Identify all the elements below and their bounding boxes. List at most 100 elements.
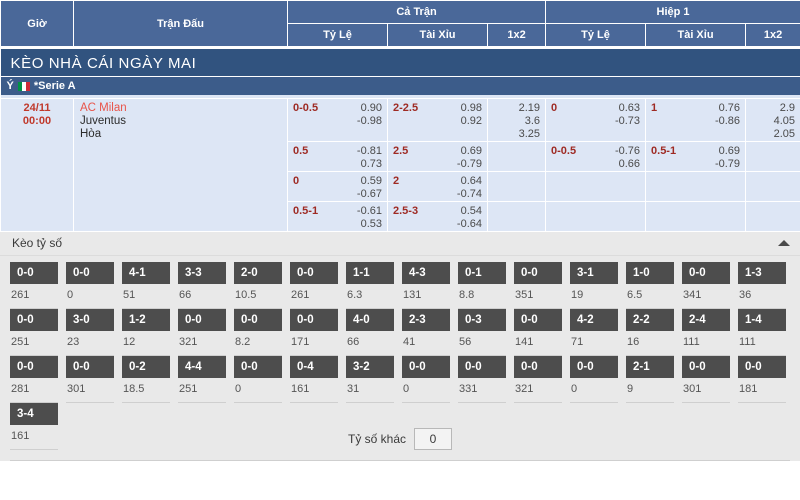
odd-value[interactable]: -0.81	[356, 144, 382, 157]
score-chip[interactable]: 4-1	[122, 261, 170, 284]
score-chip[interactable]: 2-4	[682, 308, 730, 331]
score-chip[interactable]: 0-4	[290, 355, 338, 378]
score-odd[interactable]: 8.8	[459, 288, 475, 301]
score-odd[interactable]: 161	[291, 382, 310, 395]
score-chip[interactable]: 3-1	[570, 261, 618, 284]
score-odd[interactable]: 66	[347, 335, 360, 348]
score-odd[interactable]: 9	[627, 382, 634, 395]
score-chip[interactable]: 0-0	[66, 261, 114, 284]
score-chip[interactable]: 0-0	[458, 355, 506, 378]
score-chip[interactable]: 4-0	[346, 308, 394, 331]
column-header-match[interactable]: Trận Đấu	[73, 0, 288, 47]
score-chip[interactable]: 0-1	[458, 261, 506, 284]
odd-value[interactable]: 0.66	[618, 157, 641, 170]
score-chip[interactable]: 3-0	[66, 308, 114, 331]
odds-row[interactable]: 0.5 -0.81 0.73 2.5 0.69 -0.79 0-0.5 -0.76 0…	[1, 140, 800, 172]
score-chip[interactable]: 4-2	[570, 308, 618, 331]
correct-score-cell[interactable]: 0-3 56	[458, 308, 514, 356]
correct-score-cell[interactable]: 2-2 16	[626, 308, 682, 356]
score-odd[interactable]: 161	[11, 429, 30, 442]
score-chip[interactable]: 0-0	[234, 308, 282, 331]
column-header-half-1x2[interactable]: 1x2	[745, 23, 800, 47]
score-odd[interactable]: 6.3	[347, 288, 363, 301]
correct-score-cell[interactable]: 2-1 9	[626, 355, 682, 403]
score-chip[interactable]: 0-0	[514, 308, 562, 331]
score-odd[interactable]: 171	[291, 335, 310, 348]
odds-row[interactable]: 0 0.59 -0.67 2 0.64 -0.74	[1, 170, 800, 202]
other-score-value[interactable]: 0	[414, 427, 453, 450]
correct-score-cell[interactable]: 0-0 281	[10, 355, 66, 403]
outcome-draw[interactable]: Hòa	[80, 127, 102, 140]
correct-score-cell[interactable]: 0-0 181	[738, 355, 794, 403]
odd-value[interactable]: 0.63	[618, 101, 641, 114]
score-chip[interactable]: 0-0	[234, 355, 282, 378]
score-chip[interactable]: 0-0	[290, 261, 338, 284]
score-chip[interactable]: 3-3	[178, 261, 226, 284]
correct-score-cell[interactable]: 1-4 111	[738, 308, 794, 356]
correct-score-cell[interactable]: 0-0 331	[458, 355, 514, 403]
score-odd[interactable]: 261	[291, 288, 310, 301]
score-chip[interactable]: 0-0	[10, 355, 58, 378]
odd-value[interactable]: 0.53	[360, 217, 382, 230]
score-odd[interactable]: 36	[739, 288, 752, 301]
odd-value[interactable]: -0.74	[456, 187, 482, 200]
odds-half-handicap-1[interactable]: 0-0.5 -0.76 0.66	[545, 140, 647, 172]
odds-full-handicap-3[interactable]: 0.5-1 -0.61 0.53	[287, 200, 388, 232]
correct-score-cell[interactable]: 4-4 251	[178, 355, 234, 403]
score-chip[interactable]: 2-2	[626, 308, 674, 331]
score-odd[interactable]: 321	[179, 335, 198, 348]
score-odd[interactable]: 251	[179, 382, 198, 395]
score-odd[interactable]: 41	[403, 335, 416, 348]
correct-score-cell[interactable]: 3-0 23	[66, 308, 122, 356]
score-odd[interactable]: 341	[683, 288, 702, 301]
odds-half-overunder-0[interactable]: 1 0.76 -0.86	[645, 97, 747, 142]
score-odd[interactable]: 321	[515, 382, 534, 395]
score-odd[interactable]: 301	[67, 382, 86, 395]
score-chip[interactable]: 0-0	[738, 355, 786, 378]
score-chip[interactable]: 0-0	[514, 355, 562, 378]
correct-score-cell[interactable]: 3-3 66	[178, 261, 234, 309]
odd-value[interactable]: 0.90	[360, 101, 382, 114]
correct-score-cell[interactable]: 0-0 0	[570, 355, 626, 403]
score-odd[interactable]: 111	[739, 335, 756, 348]
odd-value[interactable]: 0.69	[460, 144, 482, 157]
odd-value[interactable]: 0.73	[360, 157, 382, 170]
odd-value[interactable]: 0.92	[460, 114, 482, 127]
odd-value-home[interactable]: 2.9	[779, 101, 796, 114]
score-chip[interactable]: 4-3	[402, 261, 450, 284]
correct-score-cell[interactable]: 0-0 261	[10, 261, 66, 309]
odd-value-away[interactable]: 2.05	[773, 127, 796, 140]
correct-score-cell[interactable]: 0-0 321	[514, 355, 570, 403]
correct-score-cell[interactable]: 0-0 301	[682, 355, 738, 403]
odd-value-home[interactable]: 2.19	[518, 101, 541, 114]
odd-value[interactable]: -0.86	[714, 114, 741, 127]
score-odd[interactable]: 0	[571, 382, 578, 395]
correct-score-cell[interactable]: 0-4 161	[290, 355, 346, 403]
team-away[interactable]: Juventus	[80, 114, 127, 127]
column-header-time[interactable]: Giờ	[0, 0, 74, 47]
correct-score-cell[interactable]: 4-3 131	[402, 261, 458, 309]
score-chip[interactable]: 1-1	[346, 261, 394, 284]
score-chip[interactable]: 1-2	[122, 308, 170, 331]
score-chip[interactable]: 3-4	[10, 402, 58, 425]
score-chip[interactable]: 0-0	[178, 308, 226, 331]
league-row[interactable]: Ý *Serie A	[0, 76, 800, 95]
odds-full-1x2-0[interactable]: 2.19 3.6 3.25	[486, 97, 547, 142]
odd-value[interactable]: 0.59	[360, 174, 382, 187]
column-header-half-overunder[interactable]: Tài Xỉu	[645, 23, 747, 47]
correct-score-cell[interactable]: 1-0 6.5	[626, 261, 682, 309]
column-header-full-1x2[interactable]: 1x2	[486, 23, 547, 47]
score-chip[interactable]: 0-2	[122, 355, 170, 378]
odd-value[interactable]: 0.98	[460, 101, 482, 114]
odds-full-handicap-1[interactable]: 0.5 -0.81 0.73	[287, 140, 388, 172]
odd-value[interactable]: -0.76	[614, 144, 641, 157]
odds-full-overunder-2[interactable]: 2 0.64 -0.74	[387, 170, 488, 202]
column-header-half-handicap[interactable]: Tỷ Lệ	[545, 23, 647, 47]
odds-full-handicap-0[interactable]: 0-0.5 0.90 -0.98	[287, 97, 388, 142]
odd-value[interactable]: -0.73	[614, 114, 641, 127]
score-chip[interactable]: 1-0	[626, 261, 674, 284]
score-odd[interactable]: 0	[67, 288, 74, 301]
match-row[interactable]: 24/11 00:00 AC Milan Juventus Hòa 0-0.5 …	[0, 97, 800, 232]
odds-full-overunder-0[interactable]: 2-2.5 0.98 0.92	[387, 97, 488, 142]
correct-score-cell[interactable]: 0-0 321	[178, 308, 234, 356]
